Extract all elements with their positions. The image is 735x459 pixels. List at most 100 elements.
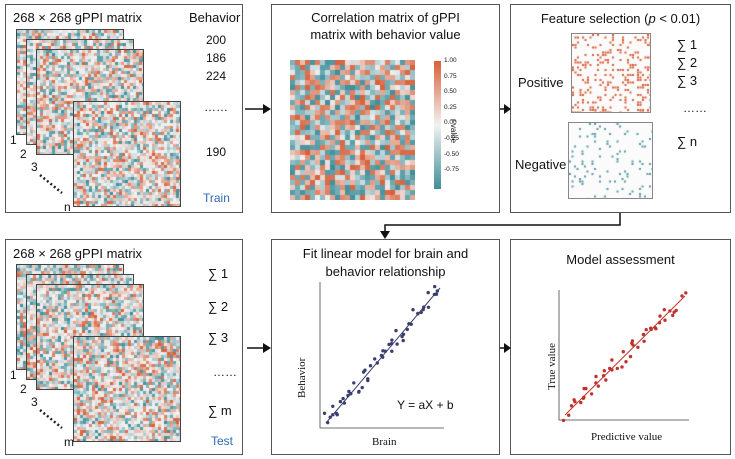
correlation-heatmap (290, 60, 415, 200)
test-matrix-layer-m (73, 336, 181, 442)
model-assessment-point (584, 386, 588, 391)
arrow-linear-to-assessment (500, 343, 511, 353)
linear-model-point (335, 413, 339, 417)
linear-model-point (373, 357, 377, 361)
correlation-panel: Correlation matrix of gPPI matrix with b… (271, 4, 500, 213)
train-layer-label-1: 1 (10, 133, 17, 147)
linear-model-point (405, 327, 409, 332)
model-assessment-point (567, 413, 571, 417)
model-assessment-point (662, 308, 666, 312)
model-assessment-point (602, 369, 606, 373)
behavior-value-last: 190 (205, 145, 227, 159)
linear-model-point (411, 308, 415, 312)
feature-selection-panel: Feature selection (p < 0.01) Positive Ne… (510, 4, 731, 213)
linear-model-point (341, 396, 345, 401)
linear-model-point (338, 399, 343, 404)
behavior-ellipsis: …… (204, 100, 228, 114)
linear-model-point (360, 385, 364, 390)
model-assessment-ylabel: True value (546, 343, 558, 390)
linear-model-title-line2: behavior relationship (325, 264, 446, 279)
behavior-value-3: 224 (205, 69, 227, 83)
linear-model-title-line1: Fit linear model for brain and (302, 246, 469, 261)
model-assessment-point (674, 308, 678, 313)
train-panel: 268 × 268 gPPI matrix Behavior 1 2 3 n 2… (5, 4, 243, 214)
model-assessment-point (620, 365, 624, 369)
linear-model-point (331, 404, 335, 408)
model-assessment-point (644, 328, 648, 332)
test-sum-1: ∑ 1 (208, 266, 229, 281)
model-assessment-axes (558, 290, 689, 421)
arrow-test-to-linear (247, 343, 271, 353)
linear-model-ylabel: Behavior (296, 357, 308, 398)
test-panel-title: 268 × 268 gPPI matrix (13, 246, 142, 261)
test-layer-label-1: 1 (10, 368, 17, 382)
colorbar-tick-label: 0.50 (444, 88, 457, 96)
colorbar-tick-label: -0.25 (444, 135, 459, 142)
test-layer-label-3: 3 (31, 395, 38, 409)
linear-model-point (322, 411, 327, 415)
test-panel: 268 × 268 gPPI matrix 1 2 3 m ∑ 1 ∑ 2 ∑ … (5, 239, 243, 455)
feature-sum-2: ∑ 2 (677, 55, 698, 70)
positive-feature-matrix (571, 33, 651, 113)
train-layer-label-n: n (64, 200, 71, 214)
model-assessment-title: Model assessment (566, 252, 675, 267)
model-assessment-point (624, 360, 628, 364)
linear-model-point (426, 290, 430, 295)
arrow-feature-to-linear (380, 213, 621, 239)
linear-model-point (381, 349, 385, 353)
linear-model-point (357, 389, 361, 394)
colorbar-tick-label: -0.75 (444, 166, 459, 174)
model-assessment-point (641, 332, 646, 337)
train-layer-label-3: 3 (31, 160, 38, 174)
model-assessment-point (572, 398, 576, 402)
model-assessment-point (561, 418, 566, 423)
behavior-header: Behavior (189, 10, 241, 25)
model-assessment-point (671, 313, 675, 318)
correlation-colorbar (434, 61, 441, 189)
test-layer-label-2: 2 (20, 382, 27, 396)
model-assessment-point (579, 400, 583, 405)
model-assessment-point (569, 404, 574, 408)
linear-model-point (395, 342, 399, 346)
colorbar-tick-label: 0.75 (444, 72, 457, 80)
colorbar-label: r value (449, 119, 458, 144)
model-assessment-point (604, 378, 608, 382)
feature-sum-ellipsis: …… (683, 101, 707, 115)
model-assessment-point (663, 318, 667, 322)
linear-model-scatter (319, 282, 444, 429)
train-ellipsis-dots (39, 174, 63, 194)
linear-model-panel: Fit linear model for brain and behavior … (271, 239, 500, 455)
model-assessment-point (589, 392, 594, 396)
model-assessment-point (596, 384, 600, 388)
model-assessment-point (594, 374, 598, 379)
train-label: Train (203, 191, 230, 205)
test-label: Test (211, 434, 234, 448)
correlation-title-line1: Correlation matrix of gPPI (311, 10, 460, 25)
behavior-value-1: 200 (205, 33, 227, 47)
model-assessment-point (684, 291, 688, 295)
feature-sum-1: ∑ 1 (677, 37, 698, 52)
model-assessment-point (621, 350, 625, 354)
linear-model-point (368, 364, 373, 368)
train-layer-label-2: 2 (20, 147, 27, 161)
train-panel-title: 268 × 268 gPPI matrix (13, 10, 142, 25)
feature-selection-title: Feature selection (p < 0.01) (540, 11, 701, 26)
linear-model-point (433, 284, 437, 289)
linear-model-point (347, 389, 351, 394)
arrow-correlation-to-feature (500, 104, 511, 114)
linear-model-point (352, 381, 356, 385)
linear-model-point (401, 338, 405, 343)
linear-model-point (390, 338, 394, 342)
negative-label: Negative (515, 157, 567, 172)
linear-model-equation: Y = aX + b (397, 398, 454, 412)
linear-model-fit-line (325, 287, 441, 424)
test-ellipsis-dots (39, 409, 63, 429)
positive-label: Positive (518, 75, 564, 90)
behavior-value-2: 186 (205, 51, 227, 65)
colorbar-tick-label: -0.50 (444, 150, 459, 158)
test-layer-label-m: m (64, 435, 74, 449)
model-assessment-point (654, 327, 658, 331)
negative-feature-matrix (568, 122, 653, 199)
linear-model-point (426, 305, 431, 309)
feature-sum-3: ∑ 3 (677, 73, 698, 88)
